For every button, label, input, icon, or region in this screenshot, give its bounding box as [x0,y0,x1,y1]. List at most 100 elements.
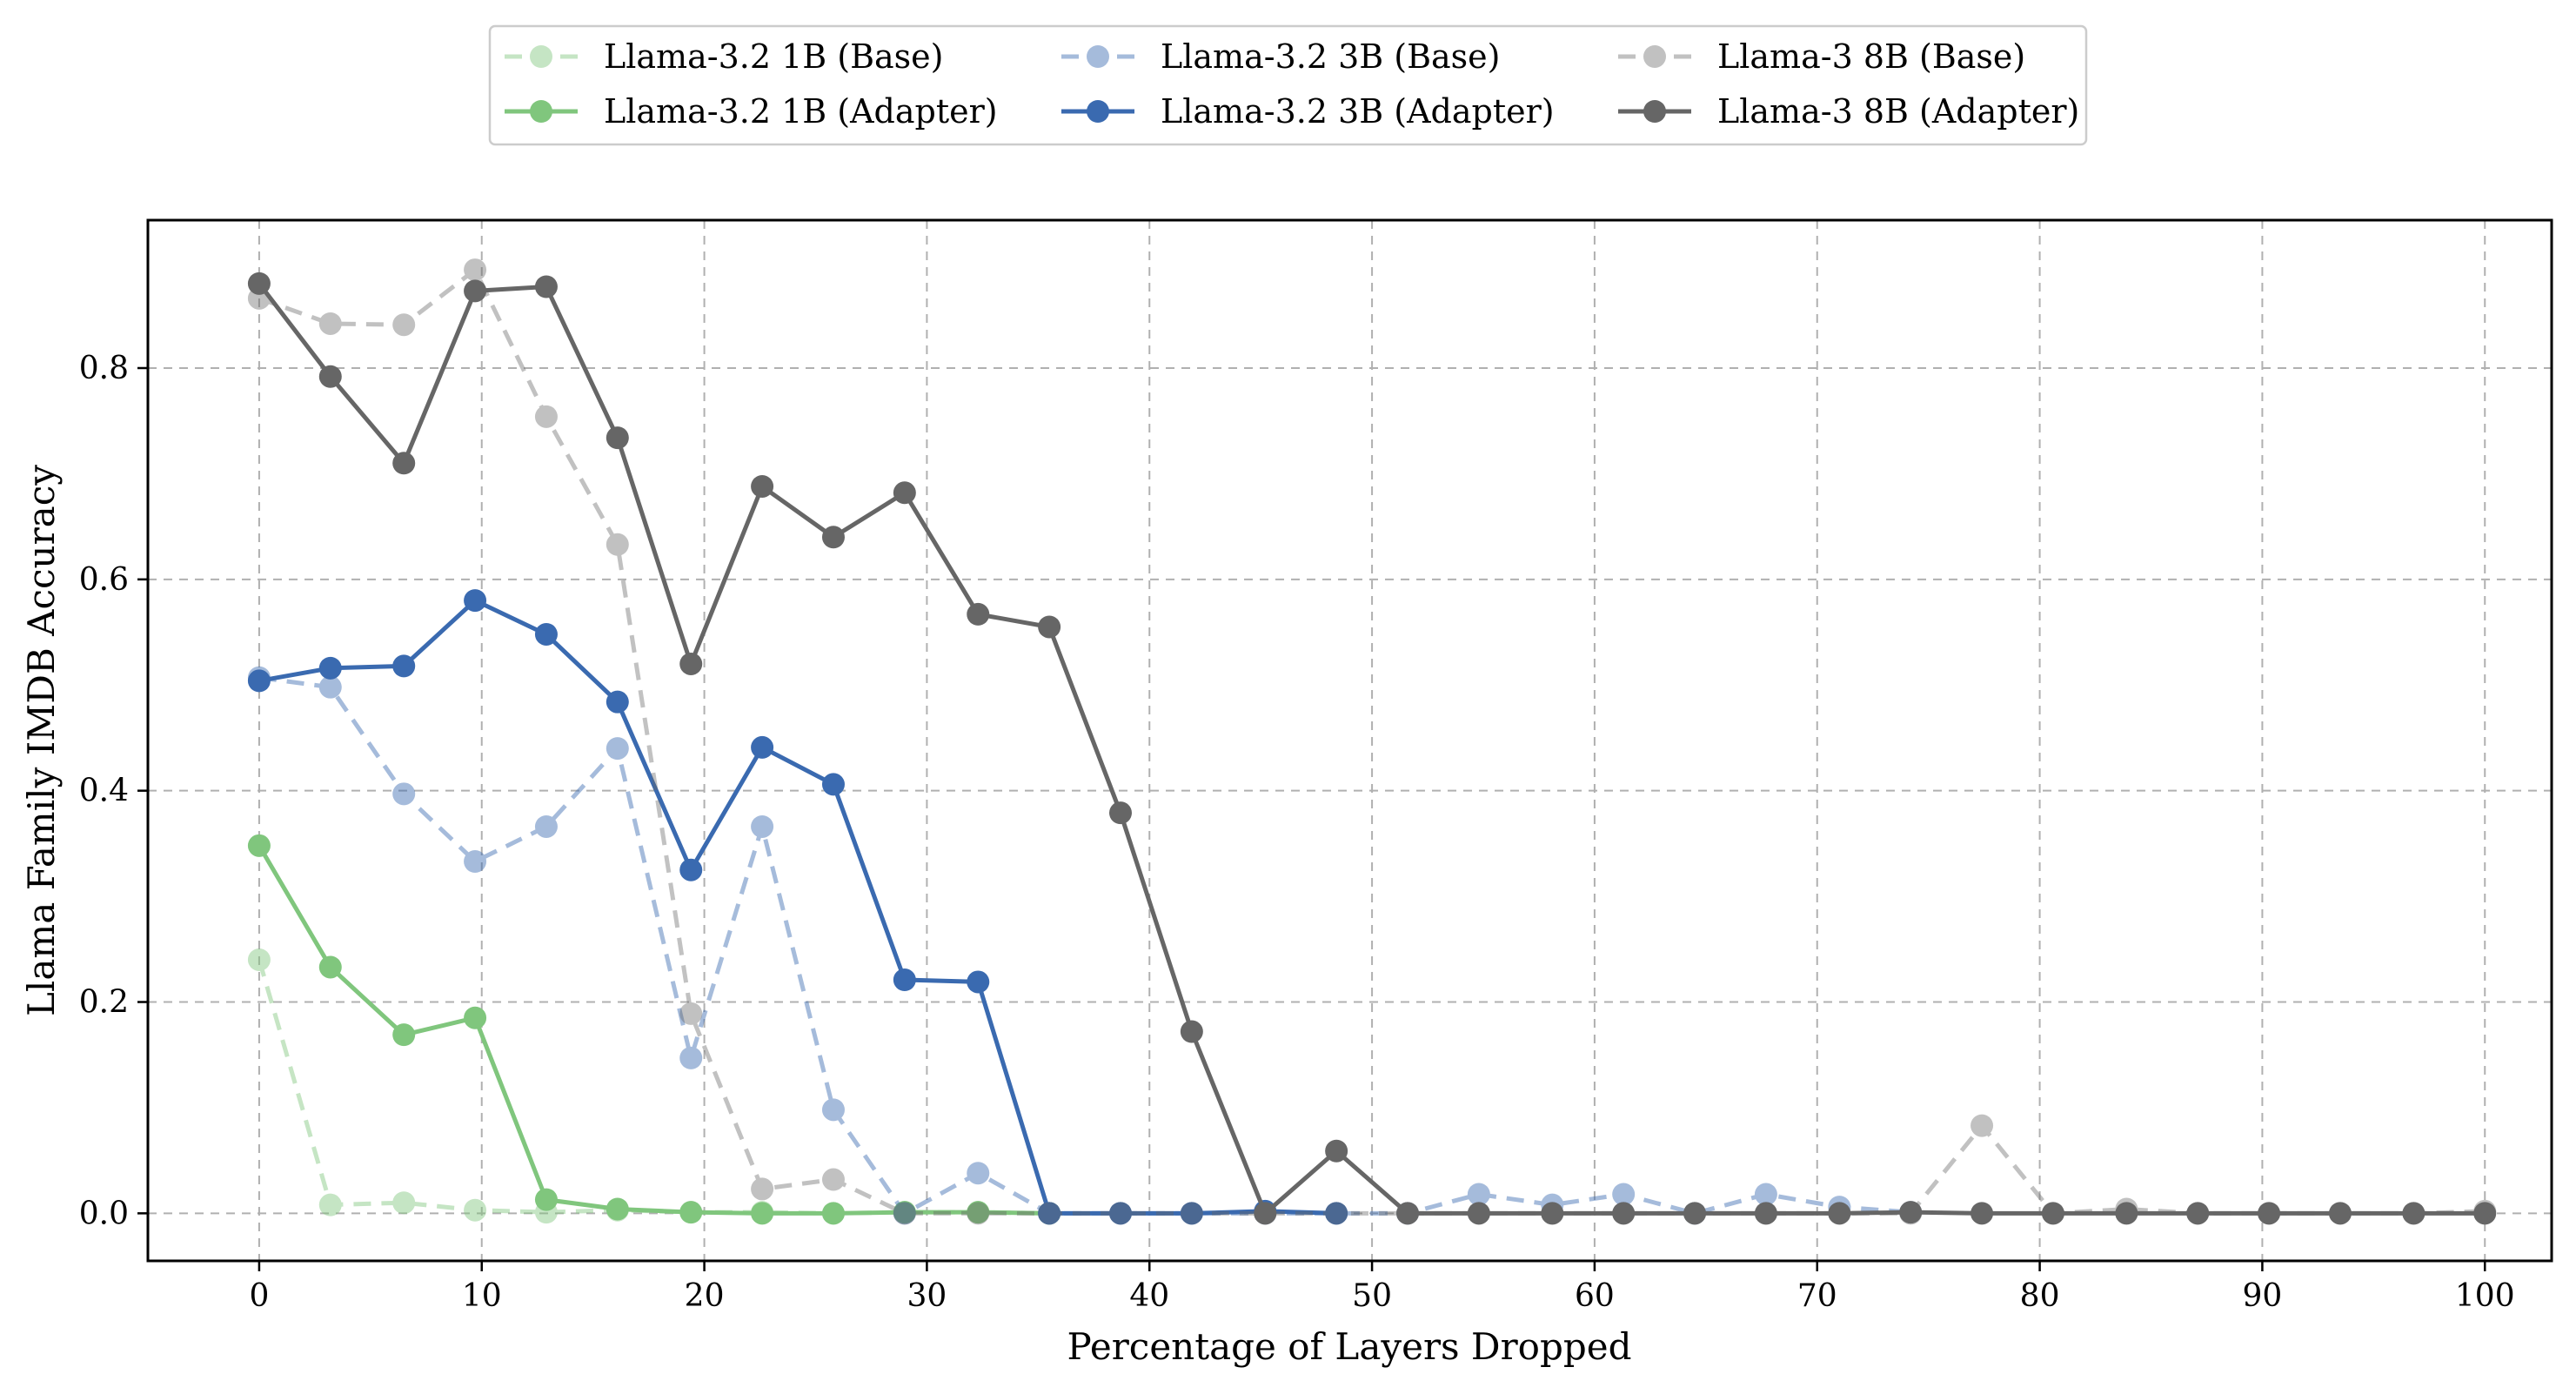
data-point [392,782,416,806]
series-group [247,834,1061,1225]
data-point [893,1202,916,1225]
x-tick-label: 50 [1352,1278,1392,1314]
y-tick-label: 0.2 [79,985,129,1021]
data-point [392,654,416,678]
data-point [247,948,271,971]
y-tick-label: 0.4 [79,774,129,809]
data-point [751,1202,774,1225]
data-point [679,1046,703,1069]
x-tick-label: 80 [2020,1278,2060,1314]
x-tick-label: 30 [907,1278,947,1314]
legend-handle [1061,100,1134,123]
x-tick-label: 20 [685,1278,725,1314]
series-group [247,271,2497,1225]
data-point [893,481,916,505]
data-point [1038,615,1061,639]
data-point [464,589,487,613]
x-tick-label: 60 [1575,1278,1615,1314]
data-point [1325,1202,1348,1225]
data-point [967,970,990,994]
data-point [464,850,487,874]
series-layer [247,258,2497,1225]
data-point [1396,1202,1420,1225]
data-point [679,1201,703,1224]
legend-label: Llama-3 8B (Adapter) [1717,92,2079,131]
data-point [1754,1183,1777,1206]
data-point [679,652,703,675]
legend-marker [1643,45,1666,68]
x-tick-label: 0 [249,1278,269,1314]
grid [148,220,2552,1261]
data-point [1325,1202,1348,1225]
series-group [247,589,1348,1225]
legend-marker [1087,45,1109,68]
data-point [318,675,342,699]
data-point [464,258,487,282]
data-point [751,814,774,838]
x-tick-label: 10 [462,1278,502,1314]
data-point [247,669,271,693]
legend-handle [505,45,578,68]
data-point [247,271,271,295]
data-point [534,1188,558,1211]
legend-marker [530,100,552,123]
data-point [751,474,774,498]
data-point [967,602,990,626]
data-point [247,834,271,857]
data-point [1683,1202,1707,1225]
data-point [2115,1202,2138,1225]
series-line [258,675,1911,1216]
data-point [1541,1202,1564,1225]
x-tick-label: 70 [1797,1278,1837,1314]
data-point [606,1197,629,1221]
data-point [606,426,629,450]
data-point [318,365,342,388]
data-point [534,814,558,838]
legend-label: Llama-3 8B (Base) [1717,37,2025,76]
data-point [534,275,558,298]
data-point [1899,1201,1923,1224]
data-point [1467,1202,1490,1225]
data-point [318,312,342,335]
data-point [821,1098,845,1122]
series-line [258,598,1337,1216]
series-line [257,844,1050,1216]
data-point [1108,801,1132,825]
data-point [464,279,487,303]
data-point [392,452,416,475]
data-point [1038,1202,1061,1225]
data-point [679,1002,703,1025]
legend-frame [488,24,2088,146]
data-point [534,622,558,646]
data-point [1612,1183,1636,1206]
legend-handle [1061,45,1134,68]
data-point [679,858,703,881]
data-point [2473,1202,2497,1225]
data-point [1038,1202,1061,1225]
data-point [1108,1202,1132,1225]
x-axis-label: Percentage of Layers Dropped [1067,1325,1632,1368]
data-point [751,1177,774,1201]
data-point [318,1193,342,1216]
data-point [1180,1020,1203,1043]
legend-label: Llama-3.2 3B (Adapter) [1161,92,1555,131]
data-point [821,773,845,796]
data-point [2402,1202,2425,1225]
data-point [1108,1202,1132,1225]
legend-handle [1618,100,1691,123]
data-point [606,737,629,761]
y-tick-label: 0.6 [79,562,129,598]
data-point [606,533,629,556]
legend-marker [1087,100,1109,123]
data-point [392,1023,416,1047]
data-point [534,405,558,428]
legend-marker [1643,100,1666,123]
series-line [257,282,2486,1216]
data-point [2041,1202,2064,1225]
data-point [318,656,342,680]
data-point [2258,1202,2281,1225]
legend-label: Llama-3.2 1B (Adapter) [604,92,998,131]
data-point [967,1202,990,1225]
